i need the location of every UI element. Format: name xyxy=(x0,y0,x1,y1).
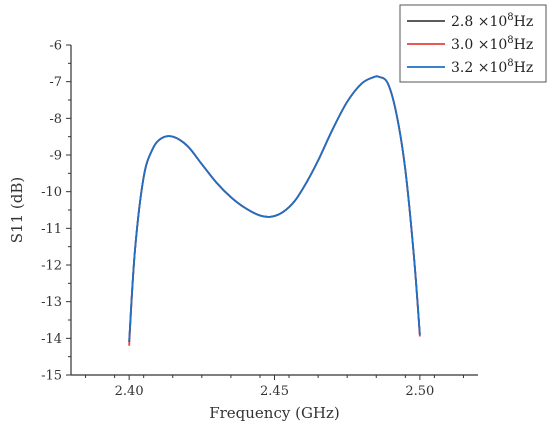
y-tick-label: -13 xyxy=(41,295,62,310)
legend-label-unit: Hz xyxy=(514,60,534,76)
x-tick-label: 2.40 xyxy=(115,384,144,399)
y-tick-label: -9 xyxy=(49,149,62,164)
legend-label-3: 3.2 ×108Hz xyxy=(451,58,533,76)
y-axis-title: S11 (dB) xyxy=(8,177,26,243)
y-tick-label: -10 xyxy=(41,185,62,200)
legend-label-base: 3.0 ×10 xyxy=(451,37,507,53)
legend-label-base: 3.2 ×10 xyxy=(451,60,507,76)
y-tick-label: -7 xyxy=(49,75,62,90)
chart-series xyxy=(128,75,421,346)
y-tick-label: -6 xyxy=(49,39,62,54)
legend-label-base: 2.8 ×10 xyxy=(451,14,507,30)
x-axis-title: Frequency (GHz) xyxy=(209,404,340,422)
y-tick-label: -8 xyxy=(49,112,62,127)
y-tick-label: -12 xyxy=(41,259,62,274)
x-tick-label: 2.50 xyxy=(405,384,434,399)
legend-label-exponent: 8 xyxy=(507,35,513,46)
legend-label-2: 3.0 ×108Hz xyxy=(451,35,533,53)
y-tick-label: -14 xyxy=(41,332,62,347)
chart-axes xyxy=(70,45,478,376)
series-line-1 xyxy=(128,75,421,343)
chart-ticks: -6 -7 -8 -9 -10 -11 -12 -13 -14 -15 2.40 2.45 2.50 xyxy=(41,39,464,399)
legend-label-exponent: 8 xyxy=(507,58,513,69)
legend-label-exponent: 8 xyxy=(507,12,513,23)
legend-label-1: 2.8 ×108Hz xyxy=(451,12,533,30)
series-line-3 xyxy=(128,75,421,343)
x-tick-label: 2.45 xyxy=(260,384,289,399)
legend-label-unit: Hz xyxy=(514,14,534,30)
y-tick-label: -15 xyxy=(41,369,62,384)
series-line-2 xyxy=(128,75,421,346)
legend-label-unit: Hz xyxy=(514,37,534,53)
y-tick-label: -11 xyxy=(41,222,62,237)
